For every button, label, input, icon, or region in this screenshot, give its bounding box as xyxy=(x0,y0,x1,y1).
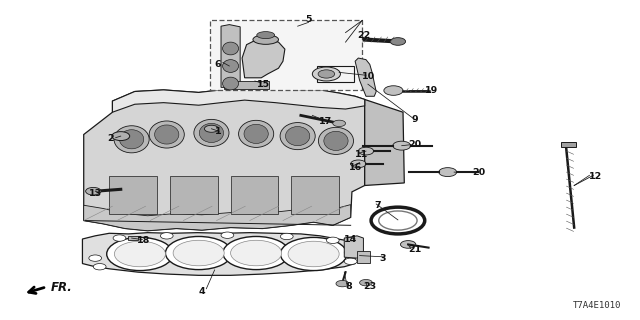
Ellipse shape xyxy=(223,60,239,72)
Circle shape xyxy=(89,255,102,261)
Circle shape xyxy=(360,279,372,286)
Text: 7: 7 xyxy=(374,201,381,210)
Text: 21: 21 xyxy=(408,245,421,254)
Circle shape xyxy=(93,264,106,270)
Polygon shape xyxy=(344,236,364,258)
Circle shape xyxy=(115,241,166,267)
Bar xyxy=(109,176,157,214)
Circle shape xyxy=(336,280,349,287)
Text: 17: 17 xyxy=(319,116,332,126)
Circle shape xyxy=(161,233,173,239)
Ellipse shape xyxy=(257,32,275,39)
Bar xyxy=(224,81,269,89)
Ellipse shape xyxy=(280,123,316,150)
Circle shape xyxy=(86,188,101,195)
Text: 20: 20 xyxy=(472,168,485,177)
Text: 2: 2 xyxy=(108,134,114,143)
Text: 3: 3 xyxy=(380,254,386,263)
Circle shape xyxy=(384,86,403,95)
Ellipse shape xyxy=(244,124,268,143)
Circle shape xyxy=(401,241,416,248)
Bar xyxy=(170,176,218,214)
Circle shape xyxy=(223,236,289,270)
Ellipse shape xyxy=(324,131,348,150)
Bar xyxy=(561,141,576,147)
Circle shape xyxy=(344,258,357,265)
Circle shape xyxy=(280,233,293,240)
Text: 1: 1 xyxy=(214,127,221,136)
Text: 18: 18 xyxy=(137,236,150,245)
Circle shape xyxy=(439,168,457,177)
Polygon shape xyxy=(365,100,404,186)
Bar xyxy=(317,66,354,82)
Text: 9: 9 xyxy=(412,115,418,124)
Ellipse shape xyxy=(253,35,278,44)
Circle shape xyxy=(288,241,339,267)
Ellipse shape xyxy=(239,120,274,148)
Text: 12: 12 xyxy=(589,172,602,181)
Circle shape xyxy=(166,236,232,270)
Bar xyxy=(357,252,370,263)
Ellipse shape xyxy=(149,121,184,148)
Circle shape xyxy=(318,70,335,78)
Polygon shape xyxy=(221,25,240,87)
Circle shape xyxy=(333,120,346,126)
Circle shape xyxy=(393,141,411,150)
Polygon shape xyxy=(113,87,365,112)
Text: 13: 13 xyxy=(89,189,102,198)
Circle shape xyxy=(230,240,282,266)
Ellipse shape xyxy=(194,119,229,147)
Text: 6: 6 xyxy=(214,60,221,69)
Circle shape xyxy=(358,147,374,155)
Bar xyxy=(291,176,339,214)
Text: 4: 4 xyxy=(198,287,205,296)
Text: FR.: FR. xyxy=(51,281,72,294)
Ellipse shape xyxy=(155,125,179,144)
Circle shape xyxy=(351,160,366,168)
Ellipse shape xyxy=(223,77,239,90)
Circle shape xyxy=(390,38,406,45)
Text: 16: 16 xyxy=(349,163,362,172)
Polygon shape xyxy=(242,40,285,78)
Circle shape xyxy=(113,235,126,241)
Text: 11: 11 xyxy=(355,150,368,159)
Text: 14: 14 xyxy=(344,235,357,244)
Ellipse shape xyxy=(114,126,149,153)
Circle shape xyxy=(173,240,224,266)
Circle shape xyxy=(204,125,218,132)
Bar xyxy=(210,20,362,90)
Text: 10: 10 xyxy=(362,72,375,81)
Text: T7A4E1010: T7A4E1010 xyxy=(573,301,621,310)
Polygon shape xyxy=(355,58,376,96)
Ellipse shape xyxy=(120,130,144,149)
Circle shape xyxy=(280,237,347,270)
Text: 23: 23 xyxy=(364,282,376,291)
Text: 15: 15 xyxy=(257,80,270,89)
Circle shape xyxy=(344,249,357,256)
Circle shape xyxy=(107,237,173,270)
Circle shape xyxy=(221,232,234,238)
Polygon shape xyxy=(84,204,351,231)
Ellipse shape xyxy=(199,123,223,142)
Text: 20: 20 xyxy=(408,140,421,149)
Ellipse shape xyxy=(223,42,239,55)
Circle shape xyxy=(112,132,130,140)
Text: 19: 19 xyxy=(425,86,438,95)
Ellipse shape xyxy=(319,127,353,155)
Circle shape xyxy=(326,237,339,244)
Polygon shape xyxy=(83,233,355,275)
Polygon shape xyxy=(84,87,365,231)
Ellipse shape xyxy=(285,126,310,146)
Bar xyxy=(129,236,138,240)
Circle shape xyxy=(312,67,340,81)
Bar xyxy=(230,176,278,214)
Text: 5: 5 xyxy=(305,15,312,24)
Text: 8: 8 xyxy=(346,282,352,291)
Text: 22: 22 xyxy=(357,31,370,40)
